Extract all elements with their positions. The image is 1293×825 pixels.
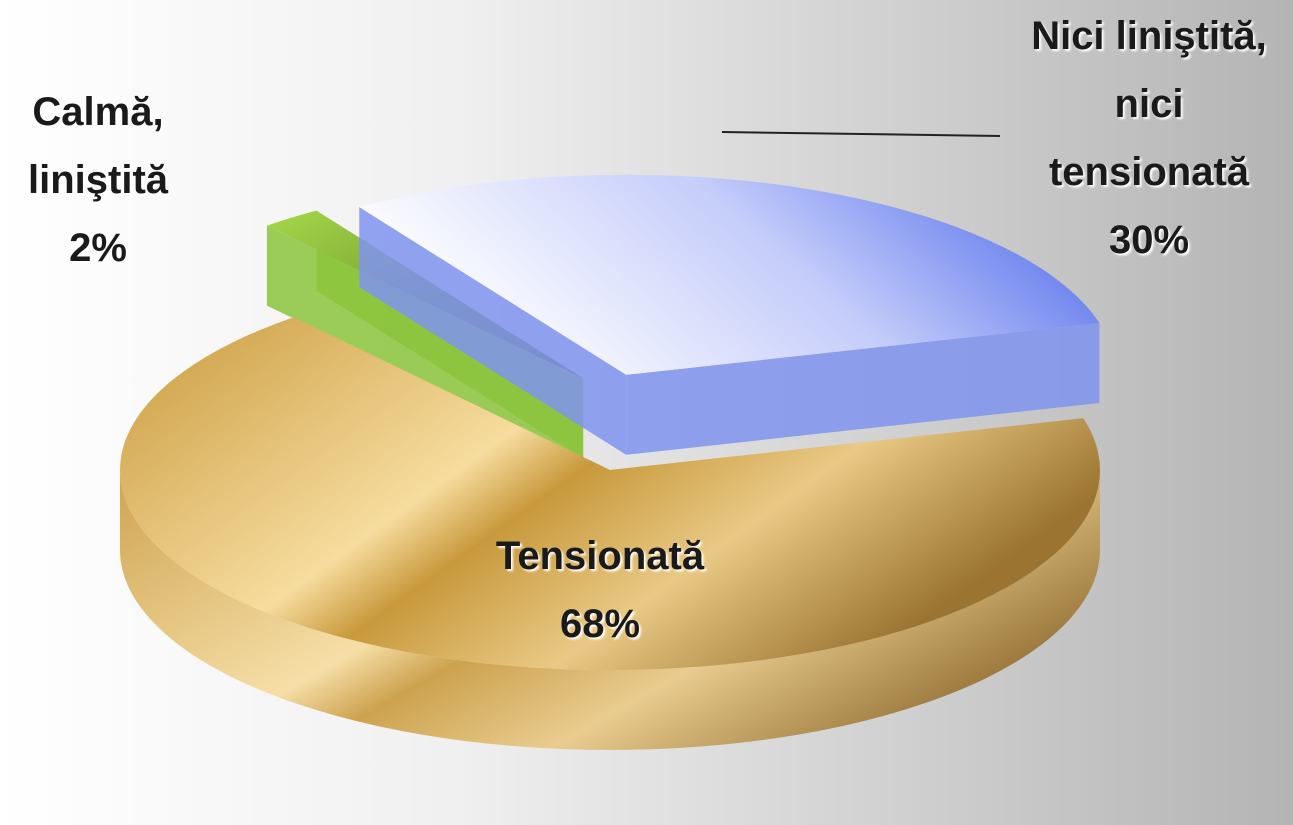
slice	[359, 174, 1100, 375]
slice-side	[626, 323, 1100, 455]
slice-wall	[120, 470, 1100, 750]
slice-label: Tensionată 68%	[430, 522, 770, 658]
category-label: Nici liniştită, nici tensionată	[1031, 14, 1267, 194]
value-label: 68%	[559, 602, 641, 646]
slice-label: Nici liniştită, nici tensionată 30%	[1018, 2, 1280, 274]
category-label: Calmă, liniştită	[27, 90, 169, 202]
slice	[119, 317, 1100, 670]
category-label: Tensionată	[495, 534, 705, 578]
value-label: 30%	[1108, 218, 1190, 262]
slice-side	[359, 207, 627, 455]
value-label: 2%	[69, 226, 127, 270]
slice-label: Calmă, liniştită 2%	[8, 78, 188, 282]
